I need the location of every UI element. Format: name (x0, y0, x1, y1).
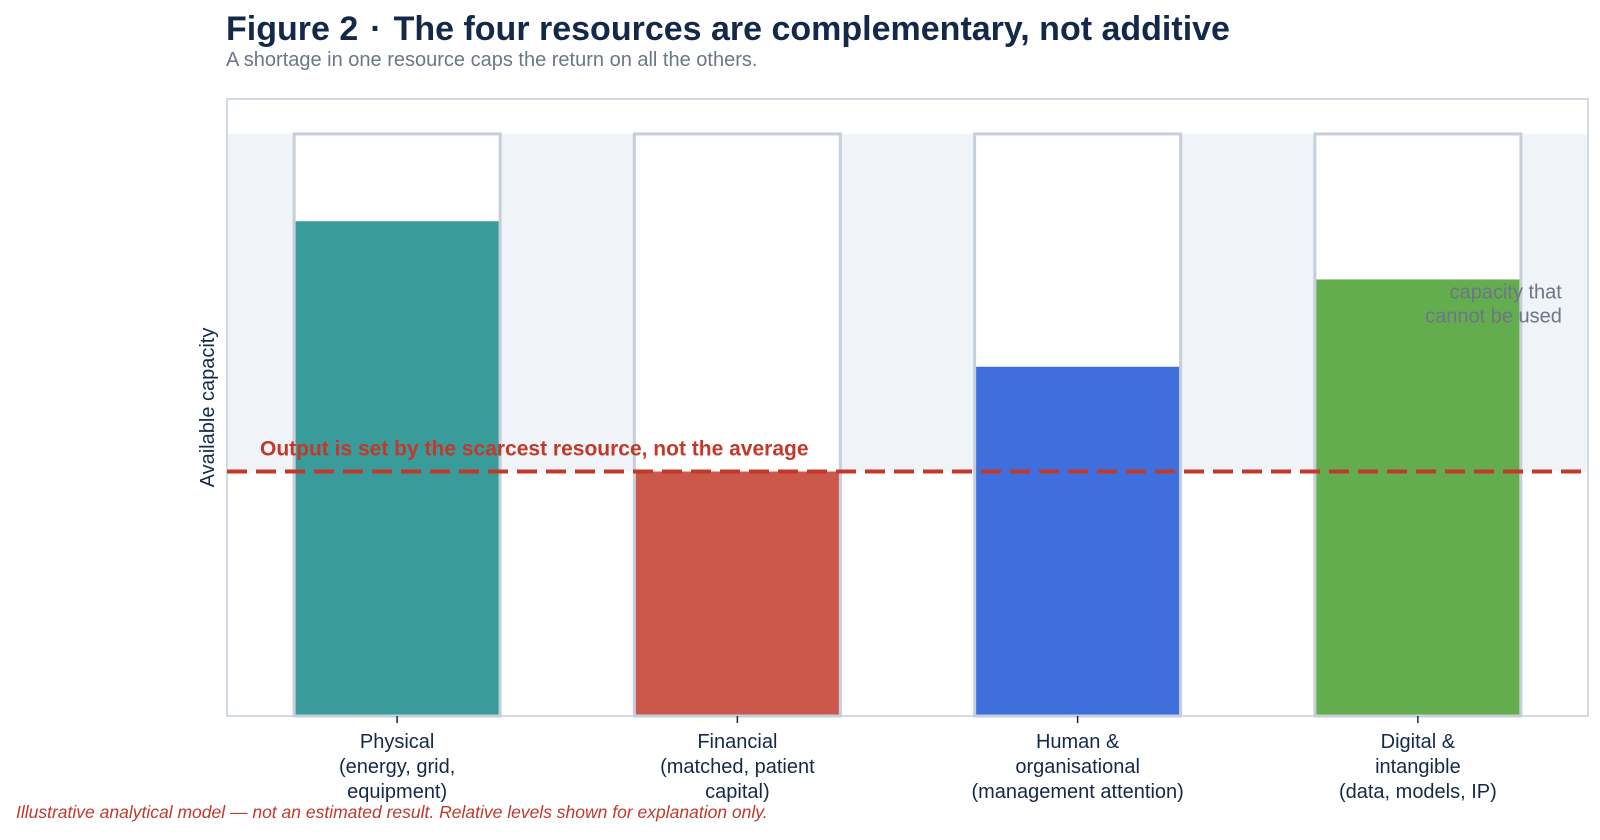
bar-3 (976, 366, 1180, 715)
annotation-line-1: capacity that (1450, 281, 1563, 303)
figure-title: Figure 2 · The four resources are compleme… (226, 10, 1230, 49)
figure-subtitle: A shortage in one resource caps the retu… (226, 49, 758, 71)
title-separator: · (370, 10, 382, 48)
y-axis-label: Available capacity (197, 328, 219, 488)
bar-2 (635, 471, 839, 715)
annotation-line-2: cannot be used (1425, 305, 1562, 327)
title-text: The four resources are complementary, no… (393, 10, 1230, 48)
x-tick-label-3: Human & organisational (management attenti… (971, 731, 1183, 803)
scarcest-resource-label: Output is set by the scarcest resource, … (260, 438, 809, 461)
figure-label: Figure 2 (226, 10, 359, 48)
bar-4 (1316, 279, 1520, 715)
x-tick-label-2: Financial (matched, patient capital) (660, 731, 815, 803)
bar-1 (295, 221, 499, 715)
footnote: Illustrative analytical model — not an e… (16, 802, 768, 822)
x-tick-label-4: Digital & intangible (data, models, IP) (1339, 731, 1497, 803)
x-tick-label-1: Physical (energy, grid, equipment) (339, 731, 455, 803)
